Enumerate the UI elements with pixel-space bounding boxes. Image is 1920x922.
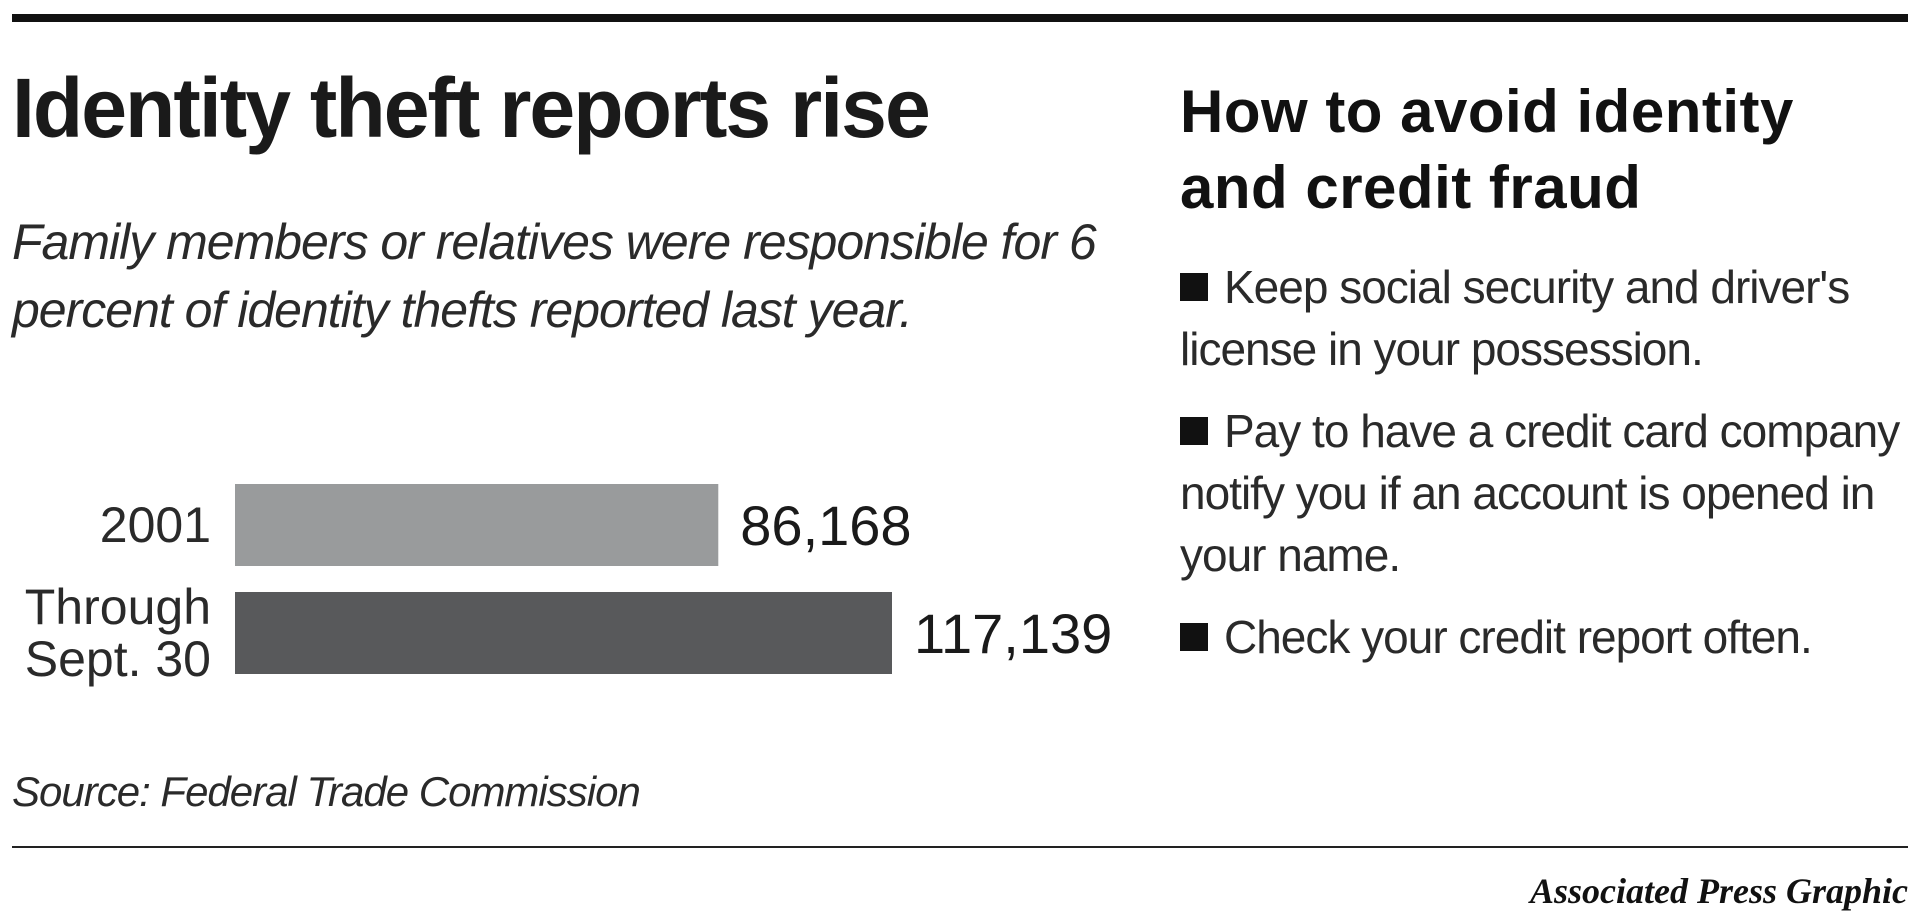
bar-chart: 2001 86,168 Through Sept. 30 117,139: [0, 470, 1140, 690]
tip-text: Check your credit report often.: [1224, 611, 1813, 663]
value-label: 86,168: [740, 494, 911, 557]
tips-list: Keep social security and driver's licens…: [1180, 256, 1900, 688]
category-label-line: Through: [25, 579, 211, 635]
bar-chart-svg: 2001 86,168 Through Sept. 30 117,139: [25, 484, 1112, 687]
tip-item: Keep social security and driver's licens…: [1180, 256, 1900, 380]
tip-text: Pay to have a credit card company notify…: [1180, 405, 1900, 581]
square-bullet-icon: [1180, 273, 1208, 301]
category-label-line: Sept. 30: [25, 631, 211, 687]
sidebar-title: How to avoid identity and credit fraud: [1180, 78, 1794, 221]
category-label: 2001: [100, 497, 211, 553]
top-rule: [12, 14, 1908, 22]
square-bullet-icon: [1180, 417, 1208, 445]
graphic-credit: Associated Press Graphic: [1530, 871, 1908, 911]
chart-subtitle: Family members or relatives were respons…: [12, 214, 1097, 338]
bottom-rule: [12, 846, 1908, 848]
tip-item: Pay to have a credit card company notify…: [1180, 400, 1900, 586]
source-note: Source: Federal Trade Commission: [12, 768, 641, 815]
category-label: Through Sept. 30: [25, 579, 211, 687]
square-bullet-icon: [1180, 623, 1208, 651]
value-label: 117,139: [914, 602, 1112, 665]
bar-0: [235, 484, 719, 566]
category-label-line: 2001: [100, 497, 211, 553]
page-title: Identity theft reports rise: [12, 61, 931, 155]
bar-1: [235, 592, 892, 674]
tip-text: Keep social security and driver's licens…: [1180, 261, 1850, 375]
tip-item: Check your credit report often.: [1180, 606, 1900, 668]
